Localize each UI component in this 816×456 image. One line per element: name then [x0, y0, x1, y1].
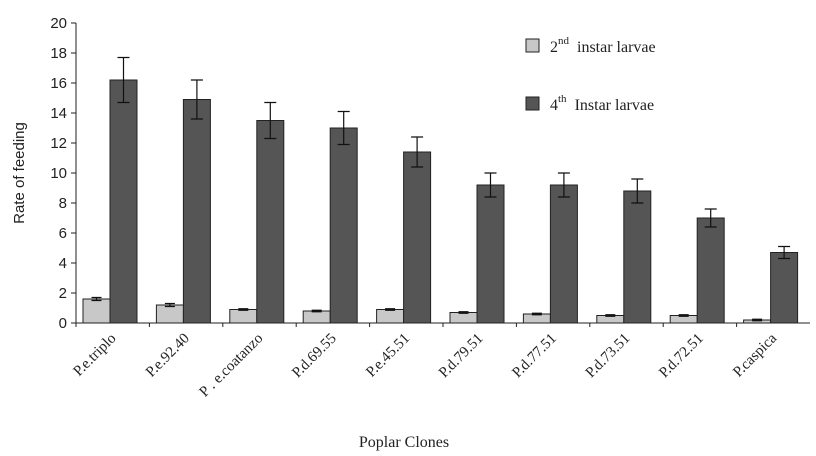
y-tick-label-16: 16 — [50, 75, 67, 92]
bar-series2-8 — [623, 190, 652, 324]
y-tick-label-0: 0 — [59, 315, 67, 332]
error-bar-series1-6 — [458, 311, 469, 314]
legend-swatch-series2 — [525, 96, 540, 111]
error-bar-series1-9 — [678, 314, 689, 317]
x-tick-label-7: P.d.77.51 — [509, 331, 560, 382]
error-bar-series2-10 — [778, 245, 791, 260]
y-axis-title: Rate of feeding — [11, 122, 28, 224]
error-bar-series2-4 — [337, 110, 350, 146]
legend: 2nd instar larvae 4th Instar larvae — [525, 35, 656, 114]
y-tick-label-12: 12 — [50, 135, 67, 152]
x-tick-label-8: P.d.73.51 — [583, 331, 634, 382]
error-bar-series1-7 — [531, 312, 542, 316]
bar-series2-9 — [696, 217, 725, 324]
y-tick-label-2: 2 — [59, 285, 67, 302]
bar-series2-10 — [770, 252, 799, 324]
legend-swatch-series1 — [525, 38, 540, 53]
error-bar-series2-9 — [704, 208, 717, 228]
x-tick-label-2: P.e.92.40 — [143, 331, 193, 381]
legend-label-series1: 2nd instar larvae — [550, 35, 656, 56]
bar-series2-2 — [182, 99, 211, 324]
bar-series1-4 — [302, 310, 331, 324]
legend-number: 2 — [550, 39, 558, 56]
x-tick-label-5: P.e.45.51 — [363, 331, 413, 381]
error-bar-series1-4 — [311, 309, 322, 313]
x-tick-label-6: P.d.79.51 — [436, 331, 487, 382]
x-tick-label-1: P.e.triplo — [70, 331, 119, 380]
error-bar-series2-8 — [631, 178, 644, 204]
legend-superscript: nd — [558, 35, 570, 47]
error-bar-series1-2 — [164, 302, 175, 308]
y-tick-label-18: 18 — [50, 45, 67, 62]
bar-series1-2 — [155, 304, 184, 324]
bar-series1-6 — [449, 312, 478, 324]
error-bar-series2-6 — [484, 172, 497, 198]
bar-series2-1 — [109, 79, 138, 324]
x-tick-label-4: P.d.69.55 — [289, 331, 340, 382]
error-bar-series2-3 — [264, 101, 277, 140]
x-tick-label-10: P.caspica — [730, 330, 780, 380]
error-bar-series2-1 — [117, 56, 130, 104]
error-bar-series1-3 — [238, 308, 249, 311]
legend-text-rest: instar larvae — [577, 39, 656, 56]
error-bar-series2-5 — [411, 136, 424, 168]
error-bar-series1-10 — [752, 318, 763, 322]
legend-superscript: th — [558, 93, 567, 105]
legend-number: 4 — [550, 97, 558, 114]
bar-series2-4 — [329, 127, 358, 324]
error-bar-series1-8 — [605, 314, 616, 317]
error-bar-series1-5 — [385, 308, 396, 311]
y-tick-label-4: 4 — [59, 255, 67, 272]
bar-series1-1 — [82, 298, 111, 324]
y-tick-label-8: 8 — [59, 195, 67, 212]
y-tick-label-14: 14 — [50, 105, 67, 122]
y-tick-label-10: 10 — [50, 165, 67, 182]
bar-series1-3 — [229, 309, 258, 324]
error-bar-series2-7 — [557, 172, 570, 198]
x-tick-label-9: P.d.72.51 — [656, 331, 707, 382]
y-tick-label-6: 6 — [59, 225, 67, 242]
bar-series2-5 — [403, 151, 432, 324]
error-bar-series1-1 — [91, 296, 102, 302]
x-tick-label-3: P . e.coatanzo — [197, 331, 267, 401]
bar-series2-6 — [476, 184, 505, 324]
legend-label-series2: 4th Instar larvae — [550, 93, 654, 114]
legend-text-rest: Instar larvae — [575, 97, 655, 114]
bar-series1-5 — [376, 309, 405, 324]
x-axis-title: Poplar Clones — [359, 434, 449, 451]
bar-series2-3 — [256, 120, 285, 324]
bars-layer — [82, 56, 799, 324]
error-bar-series2-2 — [190, 79, 203, 120]
y-tick-label-20: 20 — [50, 15, 67, 32]
bar-series2-7 — [549, 184, 578, 324]
